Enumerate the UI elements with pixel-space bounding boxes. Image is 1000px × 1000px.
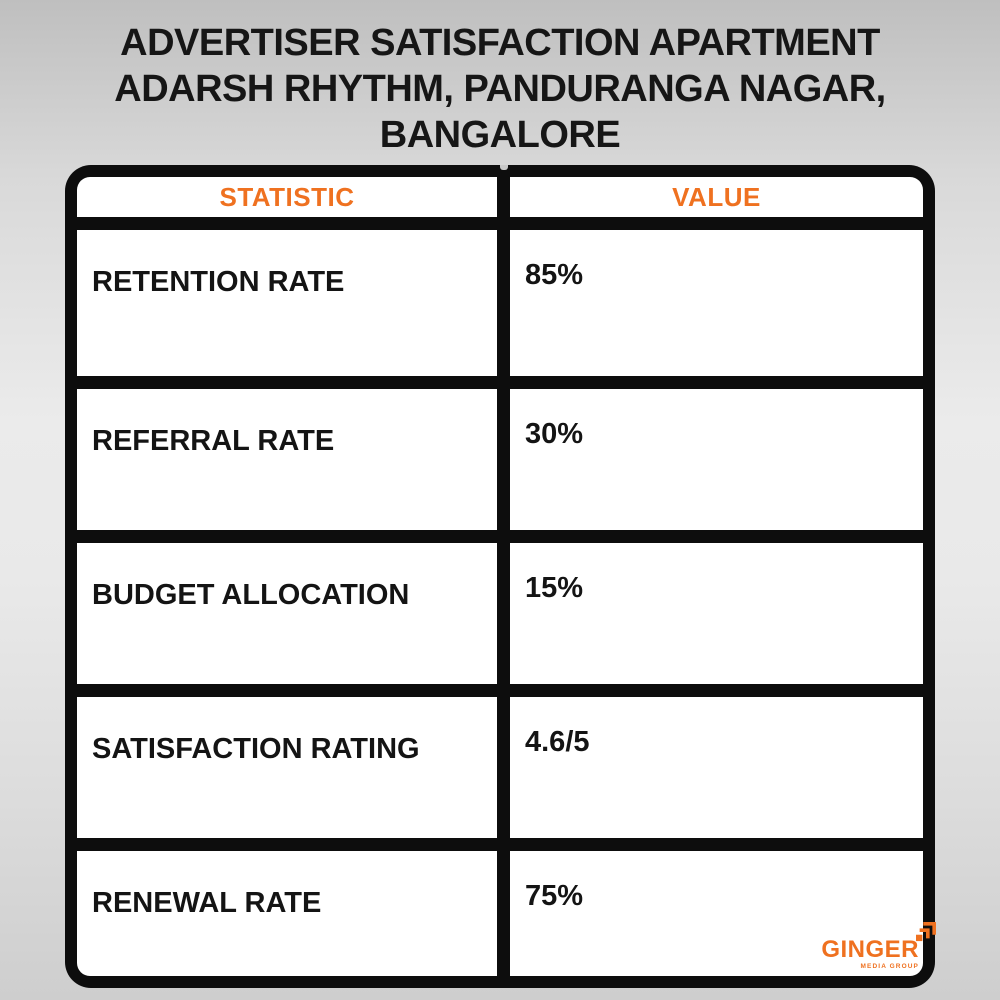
table-row-value: 75% xyxy=(510,851,923,976)
top-border-notch xyxy=(500,165,508,170)
column-header-statistic: STATISTIC xyxy=(77,177,497,217)
title-line-3: BANGALORE xyxy=(379,114,621,156)
logo-wordmark: GINGER xyxy=(821,936,919,963)
table-row-value: 85% xyxy=(510,230,923,376)
page-title: ADVERTISER SATISFACTION APARTMENT ADARSH… xyxy=(0,20,1000,158)
table-row-statistic: BUDGET ALLOCATION xyxy=(77,543,497,684)
table-row-value: 30% xyxy=(510,389,923,530)
table-row-value: 4.6/5 xyxy=(510,697,923,838)
table-row-statistic: RETENTION RATE xyxy=(77,230,497,376)
table-row-statistic: SATISFACTION RATING xyxy=(77,697,497,838)
growth-steps-icon xyxy=(916,922,936,942)
table-row-statistic: RENEWAL RATE xyxy=(77,851,497,976)
column-header-value: VALUE xyxy=(510,177,923,217)
title-line-1: ADVERTISER SATISFACTION APARTMENT xyxy=(120,22,880,64)
table-row-value: 15% xyxy=(510,543,923,684)
ginger-media-group-logo: GINGER MEDIA GROUP xyxy=(821,922,936,970)
logo-subtitle: MEDIA GROUP xyxy=(860,963,919,970)
table-row-statistic: REFERRAL RATE xyxy=(77,389,497,530)
title-line-2: ADARSH RHYTHM, PANDURANGA NAGAR, xyxy=(114,68,886,110)
statistics-table: STATISTIC VALUE RETENTION RATE 85% REFER… xyxy=(65,165,936,988)
